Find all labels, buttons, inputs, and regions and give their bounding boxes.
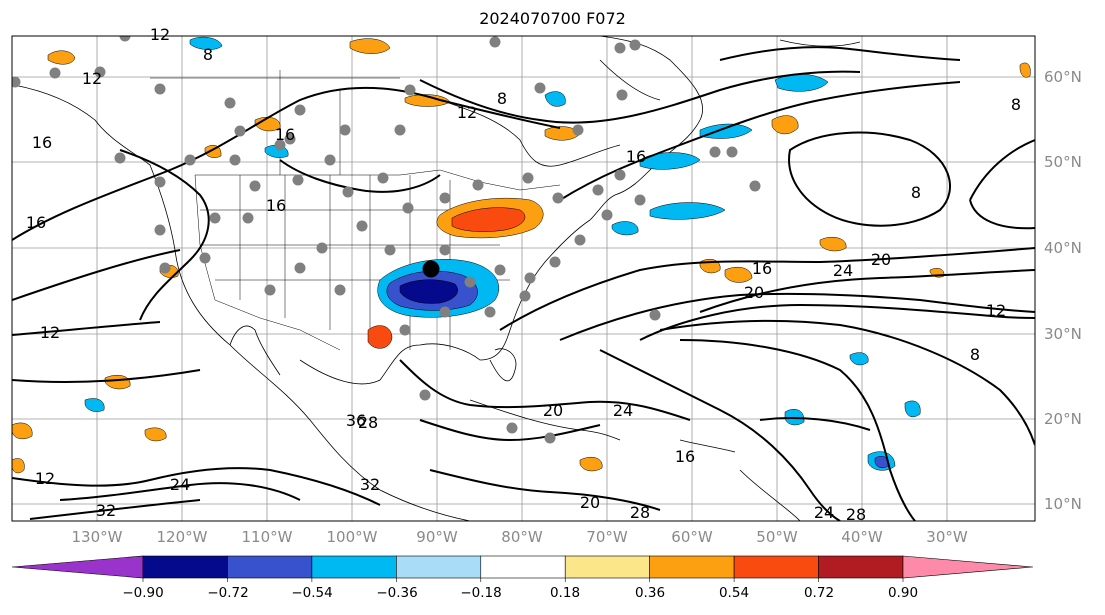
contour-label: 20	[744, 283, 764, 302]
colorbar-segment	[818, 555, 904, 579]
lon-label: 110°W	[241, 528, 293, 546]
contour-label: 16	[32, 133, 52, 152]
borders	[150, 70, 561, 351]
contour-label: 28	[358, 413, 378, 432]
contour-label: 16	[752, 259, 772, 278]
contour-label: 28	[846, 505, 866, 524]
lat-label: 10°N	[1044, 495, 1082, 513]
lon-label: 90°W	[416, 528, 458, 546]
colorbar-segment	[142, 555, 228, 579]
colorbar	[11, 555, 1034, 582]
colorbar-segment	[227, 555, 313, 579]
contour-label: 16	[266, 196, 286, 215]
highlight-station	[422, 260, 440, 278]
lon-label: 120°W	[156, 528, 208, 546]
contour-label: 24	[170, 475, 190, 494]
contours	[12, 46, 1035, 521]
colorbar-tick: 0.54	[718, 585, 750, 601]
contour-label: 8	[1011, 95, 1021, 114]
lon-label: 30°W	[926, 528, 968, 546]
lat-label: 40°N	[1044, 239, 1082, 257]
contour-label: 8	[203, 45, 213, 64]
colorbar-tick: −0.72	[207, 585, 249, 601]
colorbar-extend-high	[902, 555, 1034, 579]
contour-label: 36	[346, 411, 366, 430]
colorbar-tick: −0.90	[122, 585, 164, 601]
contour-label: 32	[360, 475, 380, 494]
contour-label: 16	[275, 125, 295, 144]
lon-label: 60°W	[671, 528, 713, 546]
contour-label: 12	[457, 103, 477, 122]
contour-label: 32	[96, 501, 116, 520]
lon-label: 130°W	[71, 528, 123, 546]
colorbar-segment	[733, 555, 819, 579]
colorbar-tick: −0.18	[460, 585, 502, 601]
map-title: 2024070700 F072	[479, 9, 626, 28]
contour-label: 12	[150, 25, 170, 44]
lat-label: 30°N	[1044, 325, 1082, 343]
contour-label: 20	[543, 401, 563, 420]
contour-label: 8	[911, 183, 921, 202]
colorbar-tick: −0.54	[291, 585, 333, 601]
lat-label: 60°N	[1044, 68, 1082, 86]
colorbar-tick: 0.72	[803, 585, 835, 601]
coastlines	[13, 36, 861, 521]
contour-label: 16	[675, 447, 695, 466]
contour-label: 24	[833, 261, 853, 280]
contour-label: 16	[26, 213, 46, 232]
lon-label: 70°W	[586, 528, 628, 546]
contour-label: 24	[814, 503, 834, 522]
lon-label: 100°W	[326, 528, 378, 546]
lon-label: 40°W	[841, 528, 883, 546]
colorbar-segment	[396, 555, 482, 579]
contour-label: 8	[497, 89, 507, 108]
lat-label: 20°N	[1044, 410, 1082, 428]
colorbar-segment	[311, 555, 397, 579]
lon-label: 50°W	[756, 528, 798, 546]
contour-label: 20	[580, 493, 600, 512]
colorbar-tick: −0.36	[376, 585, 418, 601]
colorbar-tick: 0.90	[887, 585, 919, 601]
stations	[12, 36, 761, 444]
contour-labels: 12 16 16 12 16 16 16 8 20 24 16 20 12 12…	[26, 25, 1021, 524]
contour-label: 8	[970, 345, 980, 364]
colorbar-tick: 0.36	[634, 585, 666, 601]
colorbar-extend-low	[11, 555, 144, 579]
colorbar-segment	[649, 555, 735, 579]
contour-label: 12	[986, 301, 1006, 320]
contour-label: 24	[613, 401, 633, 420]
map-frame	[11, 35, 1036, 522]
colorbar-segment	[480, 555, 566, 579]
contour-label: 12	[40, 323, 60, 342]
contour-label: 20	[871, 250, 891, 269]
contour-label: 16	[626, 147, 646, 166]
lat-label: 50°N	[1044, 153, 1082, 171]
contour-label: 12	[82, 69, 102, 88]
colorbar-segment	[564, 555, 650, 579]
lon-label: 80°W	[501, 528, 543, 546]
contour-label: 12	[35, 469, 55, 488]
colorbar-tick: 0.18	[549, 585, 581, 601]
contour-label: 28	[630, 503, 650, 522]
